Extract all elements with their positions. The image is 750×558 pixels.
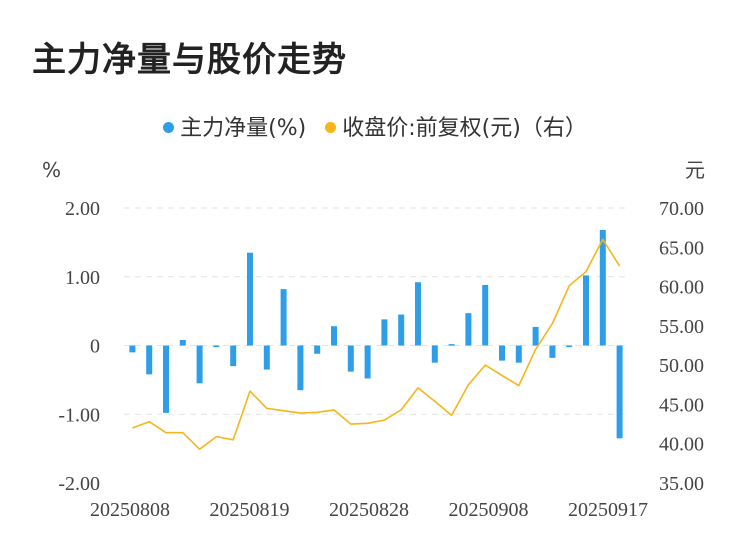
x-tick-label: 20250908 — [449, 499, 529, 521]
net-volume-bar — [146, 345, 153, 375]
right-axis-unit: 元 — [685, 158, 705, 182]
net-volume-bar — [499, 345, 505, 361]
x-tick-label: 20250819 — [210, 499, 290, 521]
net-volume-bar — [213, 345, 220, 347]
right-axis-ticks: 70.00 65.00 60.00 55.00 50.00 45.00 40.00 35.00 — [659, 198, 704, 495]
left-axis-unit: % — [42, 158, 61, 182]
net-volume-bar — [549, 345, 556, 358]
x-tick-label: 20250808 — [90, 499, 170, 521]
right-tick-label: 60.00 — [659, 277, 704, 299]
net-volume-bar — [465, 313, 472, 346]
chart-title: 主力净量与股价走势 — [32, 40, 347, 80]
net-volume-bar — [314, 345, 321, 354]
net-volume-bar — [599, 230, 606, 346]
net-volume-bar — [448, 344, 455, 346]
legend-item-close-price[interactable]: 收盘价:前复权(元)（右） — [325, 110, 587, 142]
right-tick-label: 70.00 — [659, 198, 704, 220]
net-volume-bar — [415, 282, 421, 346]
net-volume-bar — [381, 319, 388, 346]
net-volume-bar — [398, 314, 405, 346]
net-volume-bar — [482, 285, 489, 346]
legend-item-net-volume[interactable]: 主力净量(%) — [163, 110, 306, 142]
net-volume-bar — [297, 345, 304, 391]
x-axis-ticks: 20250808 20250819 20250828 20250908 20250917 — [90, 499, 648, 521]
net-volume-bar — [163, 345, 169, 413]
left-tick-label: -1.00 — [58, 404, 100, 426]
right-tick-label: 45.00 — [659, 394, 704, 416]
net-volume-bar — [364, 345, 371, 379]
left-tick-label: 2.00 — [65, 198, 100, 220]
right-tick-label: 50.00 — [659, 355, 704, 377]
grid-lines — [124, 207, 628, 415]
net-volume-bar — [583, 275, 589, 346]
net-volume-bar — [179, 340, 186, 346]
net-volume-bar — [196, 345, 203, 384]
right-tick-label: 55.00 — [659, 316, 704, 338]
net-volume-bar — [431, 345, 438, 363]
net-volume-bar — [347, 345, 354, 372]
left-tick-label: 1.00 — [65, 267, 100, 289]
net-volume-bar — [230, 345, 237, 367]
net-volume-bar — [532, 326, 539, 346]
left-tick-label: 0 — [90, 336, 100, 358]
net-volume-bar — [280, 289, 287, 346]
net-volume-bar — [263, 345, 270, 370]
close-price-line — [132, 238, 621, 451]
net-volume-bar — [331, 326, 337, 346]
net-volume-bar — [616, 345, 623, 439]
net-volume-bar — [566, 345, 573, 347]
legend: 主力净量(%) 收盘价:前复权(元)（右） — [0, 110, 750, 142]
net-volume-bar — [515, 345, 522, 363]
net-volume-bar — [247, 252, 253, 346]
right-tick-label: 40.00 — [659, 434, 704, 456]
close-price-series — [132, 238, 621, 451]
left-tick-label: -2.00 — [58, 473, 100, 495]
right-tick-label: 65.00 — [659, 237, 704, 259]
legend-label-net-volume: 主力净量(%) — [180, 116, 307, 141]
left-axis-ticks: 2.00 1.00 0 -1.00 -2.00 — [58, 198, 100, 495]
net-volume-bars — [129, 230, 623, 439]
legend-dot-close-price — [325, 121, 337, 133]
legend-label-close-price: 收盘价:前复权(元)（右） — [342, 116, 587, 141]
right-tick-label: 35.00 — [659, 473, 704, 495]
x-tick-label: 20250917 — [568, 499, 648, 521]
x-tick-label: 20250828 — [329, 499, 409, 521]
legend-dot-net-volume — [163, 121, 175, 133]
net-volume-bar — [129, 345, 136, 353]
